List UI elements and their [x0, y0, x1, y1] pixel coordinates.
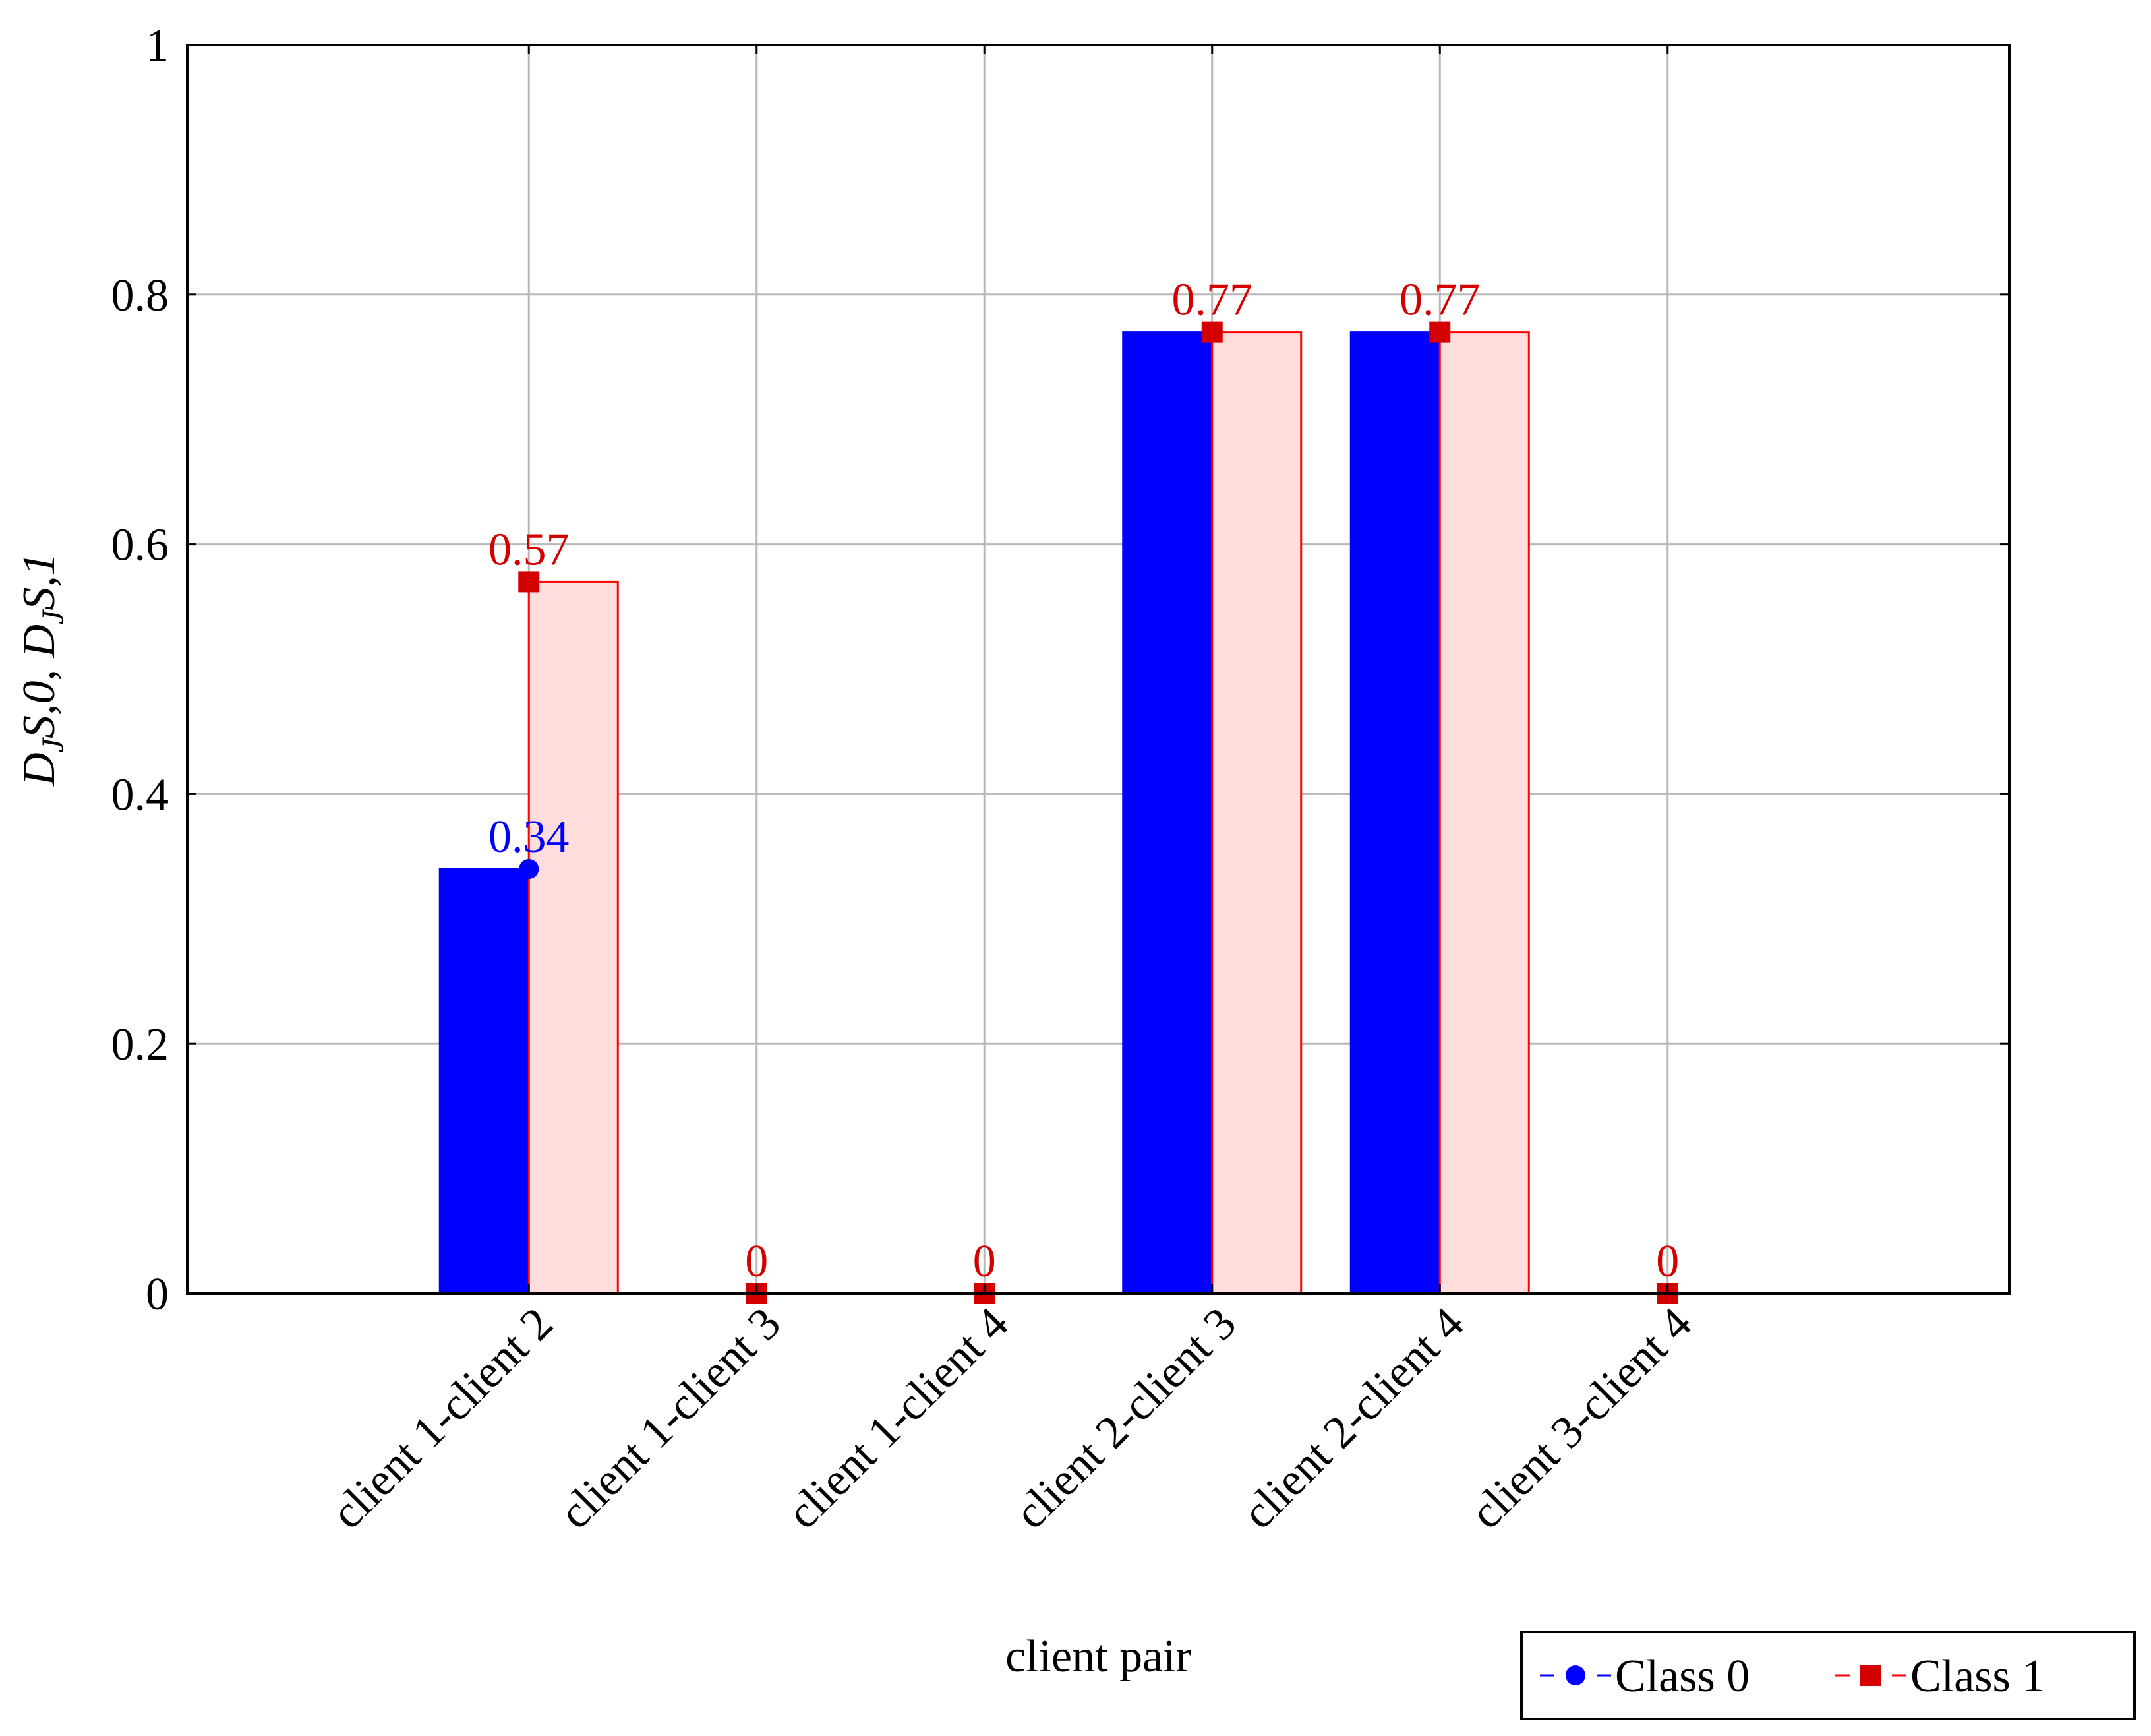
marker-class-1 — [1201, 321, 1223, 343]
y-axis-title: DJS,0, DJS,1 — [14, 553, 71, 787]
legend: Class 0 Class 1 — [1520, 1631, 2136, 1720]
y-tick-label: 0.2 — [111, 1019, 169, 1070]
bar-class-1 — [1211, 331, 1303, 1295]
bar-class-0 — [438, 868, 530, 1295]
legend-marker-square — [1860, 1665, 1881, 1686]
legend-label: Class 0 — [1615, 1651, 1750, 1702]
marker-class-0 — [519, 859, 539, 880]
x-tick-label: client 2-client 4 — [1233, 1298, 1473, 1539]
x-axis-title: client pair — [1005, 1631, 1191, 1682]
marker-class-1 — [518, 571, 540, 593]
data-labels: 0.34 0.57 0 0 0.77 0.77 0 — [488, 275, 1679, 1287]
data-label: 0 — [1656, 1236, 1679, 1287]
bar-class-1 — [527, 580, 619, 1295]
y-tick-label: 1 — [146, 20, 169, 71]
x-tick-label: client 2-client 3 — [1005, 1298, 1246, 1539]
x-tick-label: client 1-client 3 — [550, 1298, 790, 1539]
bar-class-1 — [1438, 331, 1530, 1295]
x-tick-label: client 1-client 2 — [322, 1298, 562, 1539]
y-tick-label: 0.4 — [111, 769, 169, 820]
x-tick-label: client 1-client 4 — [777, 1298, 1018, 1539]
y-tick-label: 0.6 — [111, 520, 169, 571]
legend-box — [1520, 1631, 2136, 1720]
data-label: 0.77 — [1400, 275, 1481, 326]
legend-label: Class 1 — [1910, 1651, 2045, 1702]
data-label: 0.34 — [488, 812, 570, 862]
bars — [438, 331, 1757, 1295]
bar-class-0 — [1349, 331, 1441, 1295]
y-tick-label: 0 — [146, 1269, 169, 1320]
marker-class-1 — [1429, 321, 1451, 343]
y-axis-ticks: 0 0.2 0.4 0.6 0.8 1 — [111, 20, 2009, 1320]
x-tick-label: client 3-client 4 — [1461, 1298, 1701, 1539]
legend-marker-circle — [1566, 1665, 1585, 1685]
data-label: 0 — [745, 1236, 768, 1287]
data-label: 0.57 — [488, 524, 570, 575]
bar-class-0 — [1122, 331, 1214, 1295]
y-tick-label: 0.8 — [111, 270, 169, 321]
data-label: 0.77 — [1172, 275, 1253, 326]
data-label: 0 — [973, 1236, 996, 1287]
